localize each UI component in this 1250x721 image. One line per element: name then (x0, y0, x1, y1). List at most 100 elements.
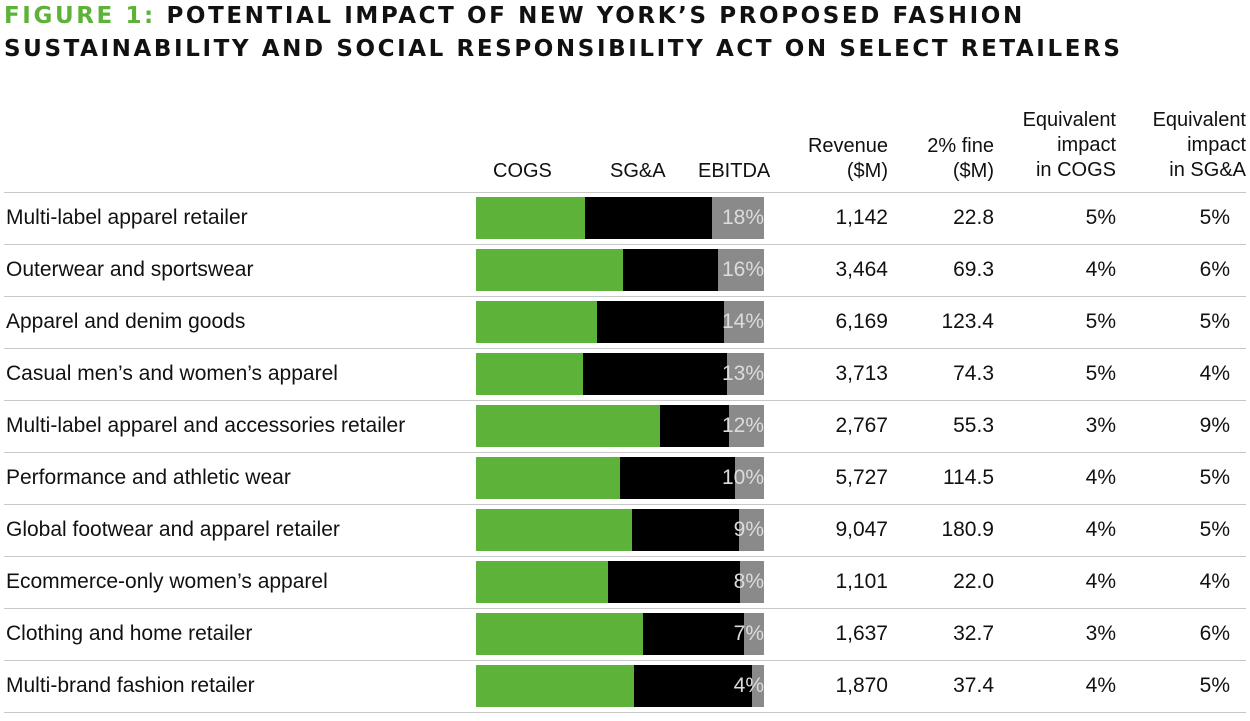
bar-segment-cogs (476, 613, 643, 655)
bar-segment-ebitda: 13% (722, 353, 764, 395)
revenue-value: 2,767 (835, 414, 888, 437)
bar-segment-ebitda: 12% (722, 405, 764, 447)
header-fine: 2% fine ($M) (890, 134, 994, 184)
bar-segment-cogs (476, 353, 583, 395)
header-revenue-line-1: Revenue (807, 135, 888, 157)
impact-sga-value: 9% (1199, 414, 1230, 437)
fine-value: 74.3 (953, 362, 994, 385)
bar-segment-sga (632, 509, 739, 551)
header-revenue: Revenue ($M) (776, 134, 888, 184)
row-divider (4, 504, 1246, 505)
header-impact-cogs: Equivalent impact in COGS (996, 108, 1116, 183)
bar-segment-cogs (476, 249, 623, 291)
impact-sga-value: 5% (1199, 674, 1230, 697)
row-label: Ecommerce-only women’s apparel (6, 570, 328, 593)
revenue-value: 9,047 (835, 518, 888, 541)
stacked-bar: 4% (476, 665, 764, 707)
row-label: Outerwear and sportswear (6, 258, 254, 281)
bar-segment-cogs (476, 405, 660, 447)
bar-segment-ebitda: 14% (722, 301, 764, 343)
bar-segment-cogs (476, 665, 634, 707)
impact-cogs-value: 3% (1085, 414, 1116, 437)
impact-sga-value: 4% (1199, 570, 1230, 593)
row-label: Multi-label apparel retailer (6, 206, 248, 229)
header-revenue-line-2: ($M) (846, 160, 888, 182)
stacked-bar: 9% (476, 509, 764, 551)
bar-segment-sga (623, 249, 718, 291)
header-sga: SG&A (610, 160, 666, 182)
row-label: Apparel and denim goods (6, 310, 246, 333)
impact-cogs-value: 5% (1085, 362, 1116, 385)
bar-segment-sga (660, 405, 729, 447)
bar-segment-sga (643, 613, 744, 655)
stacked-bar: 10% (476, 457, 764, 499)
ebitda-data-label: 7% (733, 622, 764, 645)
impact-sga-value: 5% (1199, 518, 1230, 541)
impact-sga-value: 6% (1199, 622, 1230, 645)
bar-segment-ebitda: 4% (734, 665, 764, 707)
fine-value: 114.5 (943, 466, 994, 489)
bar-segment-sga (634, 665, 752, 707)
row-divider (4, 192, 1246, 193)
row-divider (4, 296, 1246, 297)
row-label: Performance and athletic wear (6, 466, 291, 489)
header-impact-cogs-line-1: Equivalent (1022, 109, 1116, 131)
ebitda-data-label: 4% (733, 674, 764, 697)
row-divider (4, 244, 1246, 245)
header-fine-line-2: ($M) (952, 160, 994, 182)
header-impact-cogs-line-2: impact (1057, 134, 1116, 156)
bar-segment-sga (597, 301, 724, 343)
row-divider (4, 400, 1246, 401)
row-divider (4, 608, 1246, 609)
impact-cogs-value: 4% (1085, 674, 1116, 697)
title-text-1: POTENTIAL IMPACT OF NEW YORK’S PROPOSED … (166, 3, 1025, 29)
ebitda-data-label: 16% (721, 258, 764, 281)
impact-sga-value: 5% (1199, 466, 1230, 489)
fine-value: 37.4 (953, 674, 994, 697)
bar-segment-cogs (476, 197, 585, 239)
header-ebitda: EBITDA (698, 160, 771, 182)
fine-value: 32.7 (953, 622, 994, 645)
row-label: Casual men’s and women’s apparel (6, 362, 338, 385)
header-fine-line-1: 2% fine (927, 135, 994, 157)
bar-segment-sga (620, 457, 735, 499)
stacked-bar: 14% (476, 301, 764, 343)
stacked-bar: 12% (476, 405, 764, 447)
impact-cogs-value: 5% (1085, 206, 1116, 229)
bar-segment-cogs (476, 301, 597, 343)
ebitda-data-label: 10% (721, 466, 764, 489)
revenue-value: 1,637 (835, 622, 888, 645)
ebitda-data-label: 12% (721, 414, 764, 437)
stacked-bar: 18% (476, 197, 764, 239)
revenue-value: 3,713 (835, 362, 888, 385)
header-impact-sga-line-2: impact (1187, 134, 1246, 156)
revenue-value: 1,142 (835, 206, 888, 229)
fine-value: 22.8 (953, 206, 994, 229)
row-label: Multi-brand fashion retailer (6, 674, 255, 697)
impact-sga-value: 4% (1199, 362, 1230, 385)
row-label: Clothing and home retailer (6, 622, 253, 645)
impact-sga-value: 6% (1199, 258, 1230, 281)
bar-segment-ebitda: 9% (734, 509, 764, 551)
revenue-value: 6,169 (835, 310, 888, 333)
chart-title: FIGURE 1: POTENTIAL IMPACT OF NEW YORK’S… (4, 0, 1123, 66)
revenue-value: 1,101 (835, 570, 888, 593)
fine-value: 180.9 (941, 518, 994, 541)
header-impact-sga-line-1: Equivalent (1152, 109, 1246, 131)
stacked-bar: 16% (476, 249, 764, 291)
row-label: Multi-label apparel and accessories reta… (6, 414, 406, 437)
stacked-bar: 7% (476, 613, 764, 655)
bar-segment-ebitda: 16% (718, 249, 764, 291)
revenue-value: 3,464 (835, 258, 888, 281)
impact-cogs-value: 3% (1085, 622, 1116, 645)
row-divider (4, 556, 1246, 557)
title-line-2: SUSTAINABILITY AND SOCIAL RESPONSIBILITY… (4, 36, 1123, 62)
bar-segment-sga (585, 197, 712, 239)
impact-cogs-value: 4% (1085, 466, 1116, 489)
stacked-bar: 8% (476, 561, 764, 603)
title-line-1: FIGURE 1: POTENTIAL IMPACT OF NEW YORK’S… (4, 0, 1123, 33)
stacked-bar: 13% (476, 353, 764, 395)
impact-sga-value: 5% (1199, 206, 1230, 229)
impact-cogs-value: 4% (1085, 518, 1116, 541)
fine-value: 123.4 (941, 310, 994, 333)
